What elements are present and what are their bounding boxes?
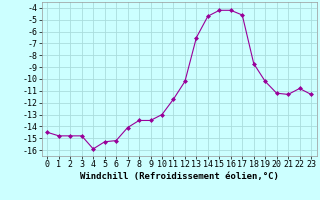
X-axis label: Windchill (Refroidissement éolien,°C): Windchill (Refroidissement éolien,°C): [80, 172, 279, 181]
